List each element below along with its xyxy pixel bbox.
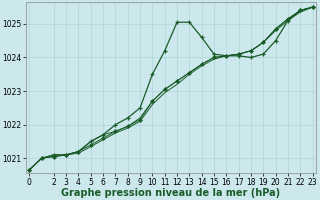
X-axis label: Graphe pression niveau de la mer (hPa): Graphe pression niveau de la mer (hPa) xyxy=(61,188,280,198)
